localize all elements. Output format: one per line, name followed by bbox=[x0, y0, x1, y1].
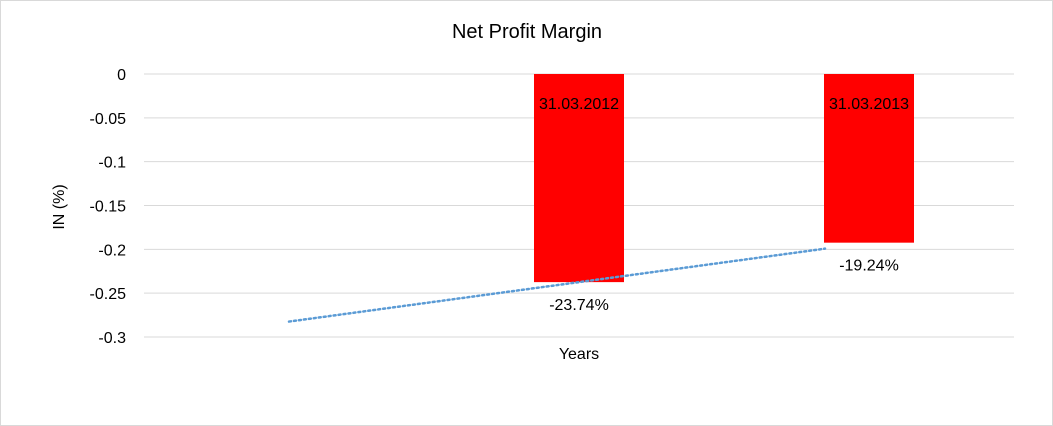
y-axis-title: IN (%) bbox=[51, 184, 68, 229]
y-tick-label: -0.1 bbox=[98, 155, 126, 172]
category-label: 31.03.2013 bbox=[829, 96, 909, 113]
chart-title: Net Profit Margin bbox=[452, 21, 602, 43]
x-axis-title: Years bbox=[559, 346, 599, 363]
trendline-line bbox=[287, 247, 827, 323]
category-label: 31.03.2012 bbox=[539, 96, 619, 113]
y-tick-label: -0.05 bbox=[90, 111, 127, 128]
bars bbox=[534, 74, 914, 283]
y-tick-label: -0.15 bbox=[90, 199, 127, 216]
data-label: -23.74% bbox=[549, 297, 609, 314]
bar bbox=[534, 74, 624, 283]
labels: 0 -0.05 -0.1 -0.15 -0.2 -0.25 -0.3 31.03.2012 -2… bbox=[90, 67, 910, 347]
trendline bbox=[287, 247, 827, 323]
y-tick-label: 0 bbox=[117, 67, 126, 84]
y-tick-label: -0.25 bbox=[90, 286, 127, 303]
data-label: -19.24% bbox=[839, 258, 899, 275]
y-tick-label: -0.2 bbox=[98, 242, 126, 259]
y-tick-label: -0.3 bbox=[98, 330, 126, 347]
bar bbox=[824, 74, 914, 243]
